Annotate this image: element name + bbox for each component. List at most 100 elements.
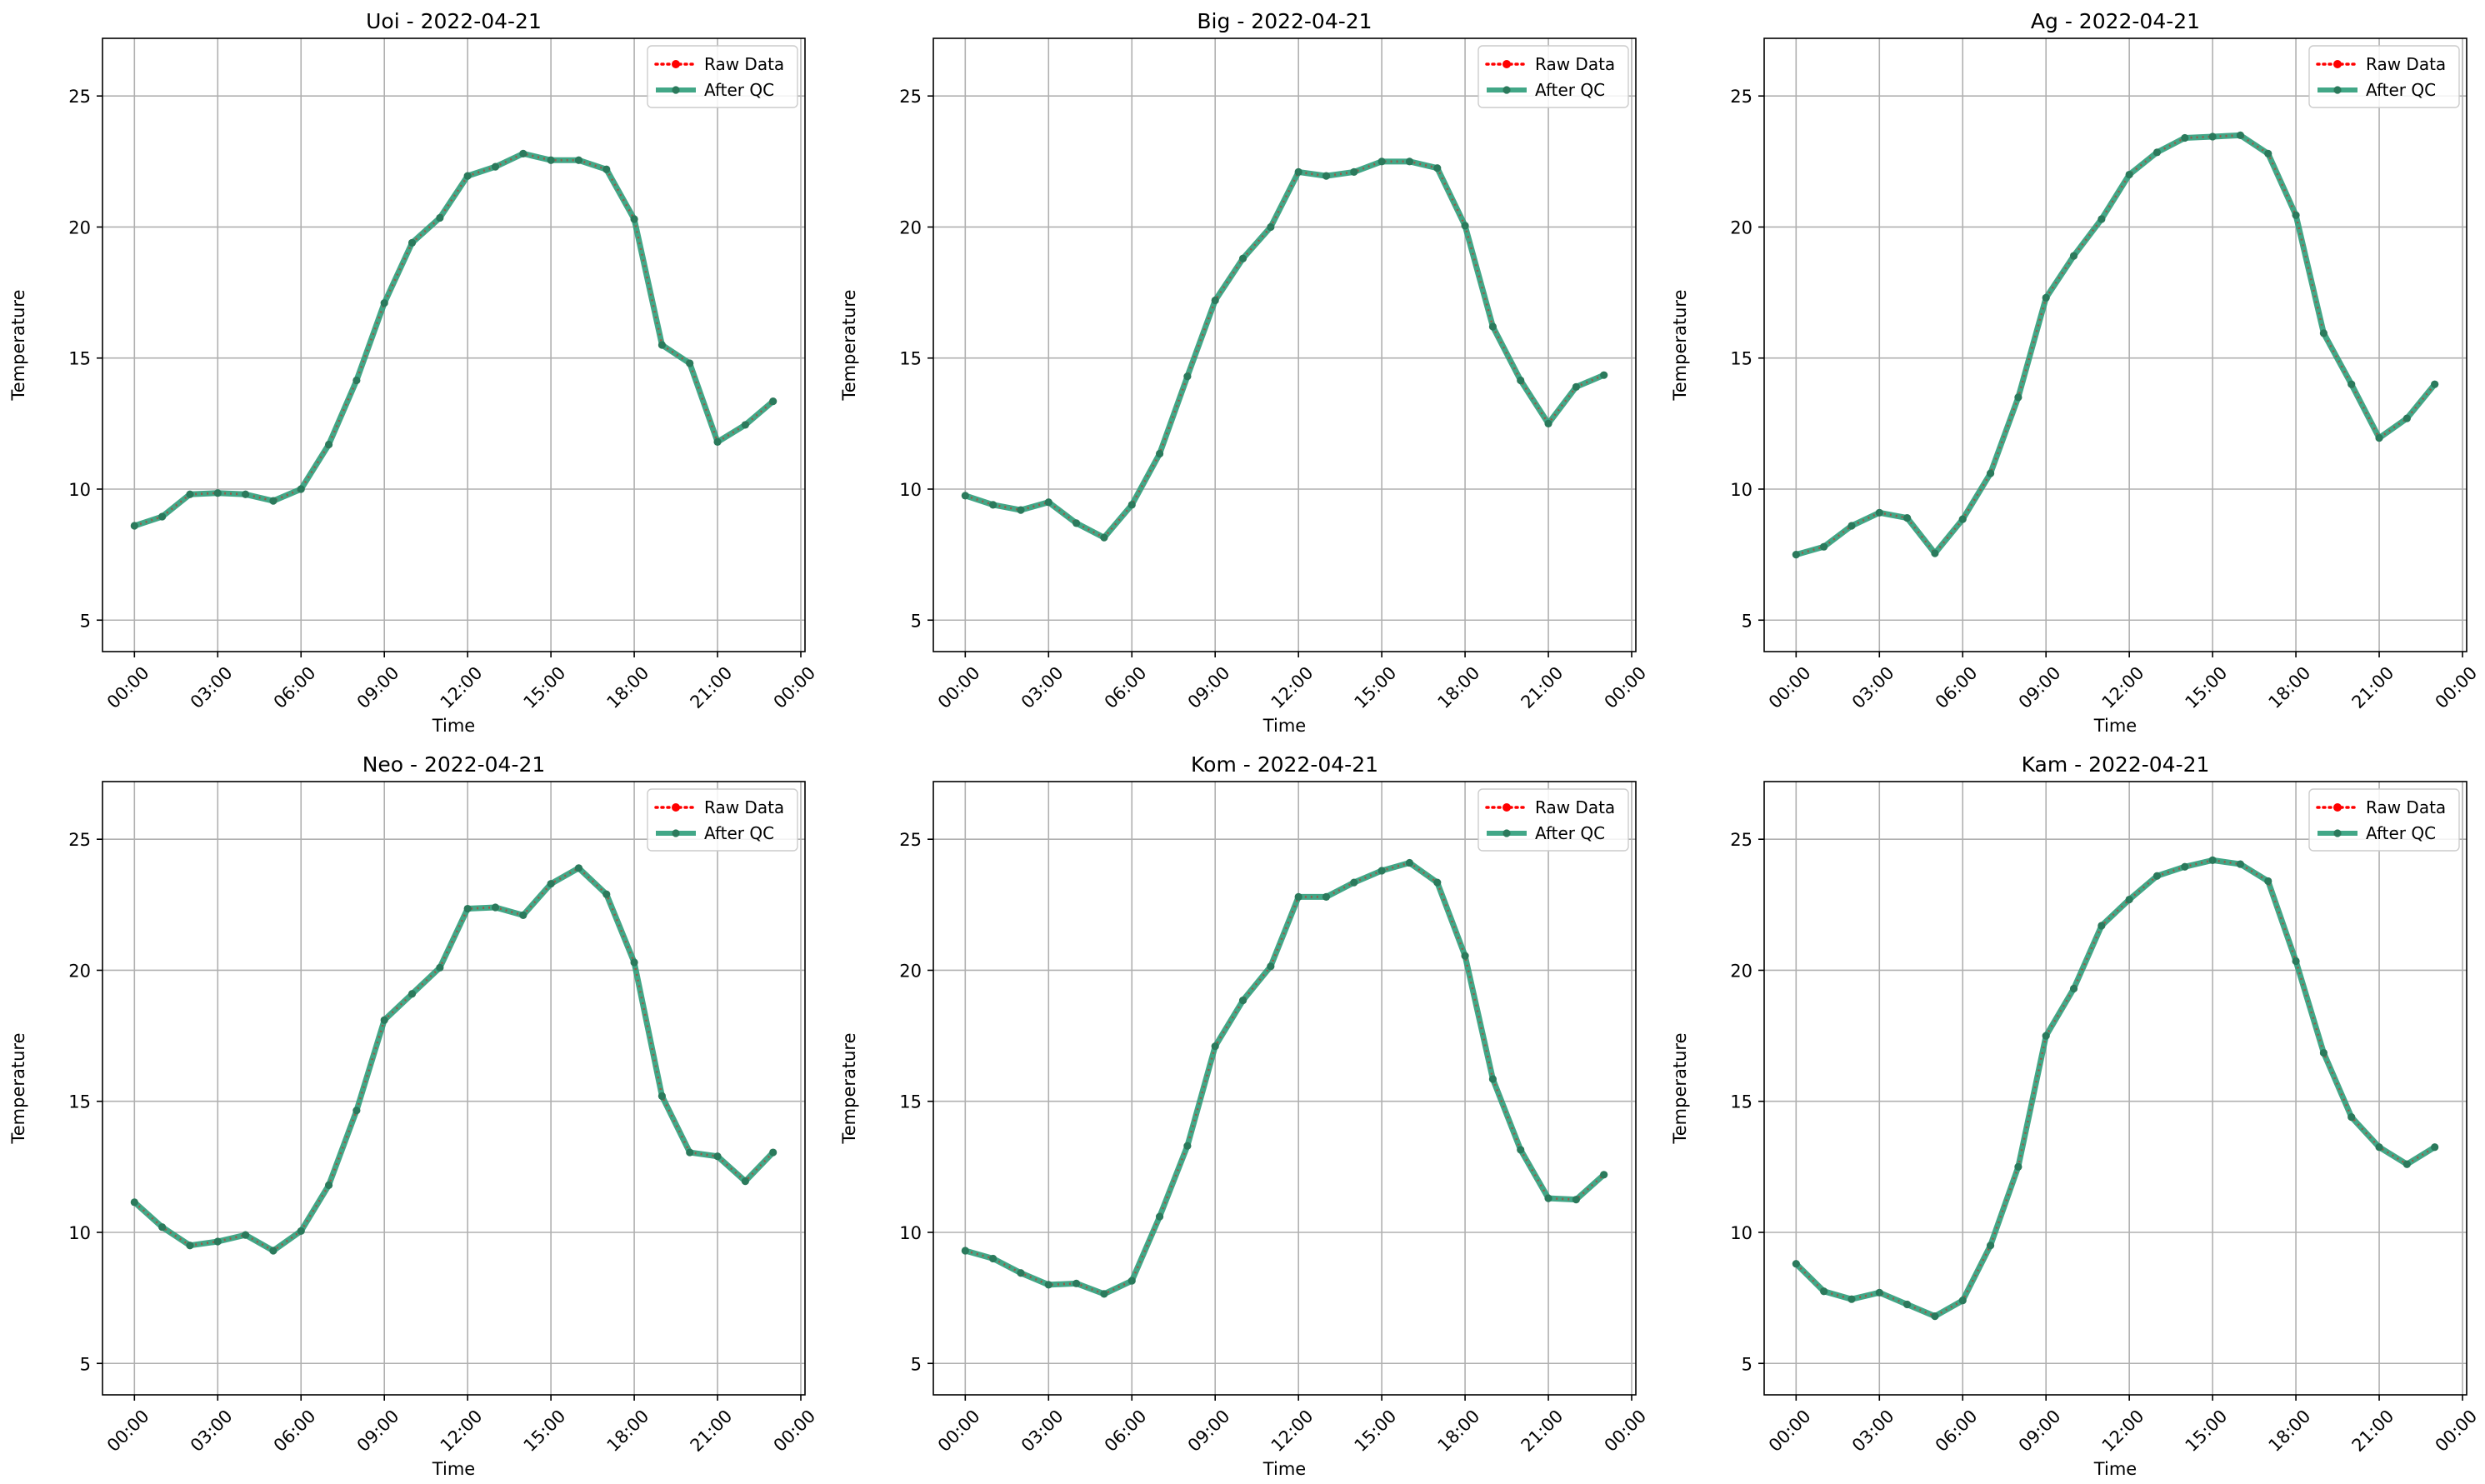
data-point — [519, 149, 528, 157]
chart-title: Kam - 2022-04-21 — [2022, 752, 2210, 777]
grid — [933, 782, 1636, 1395]
x-tick-label: 15:00 — [520, 1406, 570, 1456]
data-point — [1350, 167, 1358, 177]
y-axis-label: Temperature — [8, 289, 28, 401]
data-point — [2431, 380, 2439, 388]
x-tick-label: 21:00 — [2348, 1406, 2398, 1456]
x-tick-label: 06:00 — [1932, 1406, 1982, 1456]
data-point — [1017, 506, 1025, 514]
plot-area — [933, 38, 1636, 652]
legend-marker-raw-data — [1502, 60, 1511, 68]
legend: Raw Data After QC — [2308, 45, 2460, 108]
data-point — [1902, 1300, 1912, 1309]
data-point — [1572, 1196, 1580, 1204]
data-point — [1350, 878, 1358, 887]
legend-label-raw-data: Raw Data — [704, 797, 784, 817]
series-line-after-qc — [133, 150, 775, 529]
series-line-raw-data — [964, 862, 1605, 1296]
data-point — [1128, 1277, 1136, 1285]
series-line-after-qc — [964, 158, 1606, 541]
x-tick-label: 09:00 — [1184, 662, 1234, 712]
x-tick-label: 06:00 — [270, 662, 320, 712]
data-point — [2236, 131, 2245, 139]
y-tick-label: 25 — [68, 87, 91, 107]
x-tick-label: 06:00 — [1932, 662, 1982, 712]
data-point — [463, 172, 472, 180]
data-point — [2402, 414, 2411, 422]
data-point — [2264, 877, 2272, 886]
data-point — [658, 341, 667, 349]
legend-marker-after-qc — [1502, 86, 1511, 94]
data-point — [1461, 952, 1469, 960]
data-point — [1958, 1297, 1967, 1305]
legend-label-raw-data: Raw Data — [2366, 54, 2446, 74]
legend-label-raw-data: Raw Data — [704, 54, 784, 74]
x-tick-label: 12:00 — [1268, 1406, 1318, 1456]
data-point — [1544, 1194, 1552, 1202]
legend: Raw Data After QC — [2308, 788, 2460, 852]
y-axis-label: Temperature — [839, 1032, 859, 1144]
x-tick-label: 06:00 — [1101, 1406, 1151, 1456]
x-tick-label: 00:00 — [103, 662, 153, 712]
legend-label-after-qc: After QC — [704, 80, 774, 100]
plot-area — [1764, 782, 2467, 1395]
data-point — [989, 501, 998, 509]
legend-marker-after-qc — [672, 86, 680, 94]
legend-label-raw-data: Raw Data — [1535, 54, 1615, 74]
x-tick-label: 15:00 — [2182, 1406, 2232, 1456]
data-point — [1792, 1260, 1800, 1268]
data-point — [1433, 878, 1442, 887]
data-point — [658, 1092, 667, 1101]
data-point — [158, 512, 167, 521]
y-axis-label: Temperature — [1670, 1032, 1690, 1144]
data-point — [130, 522, 138, 530]
data-point — [1461, 222, 1469, 230]
y-tick-label: 10 — [1730, 480, 1752, 500]
axes-frame — [1763, 37, 2468, 652]
x-tick-label: 03:00 — [1018, 662, 1068, 712]
legend-marker-raw-data — [672, 803, 680, 812]
y-axis-label: Temperature — [1670, 289, 1690, 401]
axes-frame — [932, 781, 1637, 1396]
legend-marker-raw-data — [2333, 60, 2342, 68]
data-point — [1986, 1242, 1995, 1250]
legend-marker-raw-data — [2333, 803, 2342, 812]
x-tick-label: 12:00 — [437, 1406, 487, 1456]
data-point — [1875, 508, 1883, 517]
data-point — [2098, 215, 2106, 223]
data-point — [1600, 1171, 1608, 1179]
subplot-2: 5 10 15 20 25 00:00 03:00 06:00 09:00 12:00 15:00 1… — [839, 9, 1650, 736]
data-point — [1848, 522, 1856, 530]
data-point — [630, 958, 638, 967]
x-tick-label: 09:00 — [353, 1406, 403, 1456]
y-tick-label: 10 — [1730, 1223, 1752, 1243]
data-point — [2264, 149, 2272, 157]
data-point — [1820, 1287, 1828, 1296]
data-point — [2236, 860, 2245, 868]
x-tick-label: 12:00 — [437, 662, 487, 712]
data-point — [1931, 1312, 1939, 1321]
data-point — [1267, 222, 1275, 232]
legend-label-after-qc: After QC — [704, 823, 774, 843]
x-tick-label: 21:00 — [687, 1406, 737, 1456]
data-point — [2014, 1162, 2022, 1171]
data-point — [1902, 513, 1912, 522]
data-point — [2069, 252, 2078, 260]
series-line-raw-data — [133, 867, 774, 1252]
data-point — [158, 1223, 167, 1232]
x-axis-label: Time — [432, 1459, 475, 1479]
data-point — [686, 1148, 694, 1157]
y-tick-label: 10 — [68, 1223, 91, 1243]
data-point — [630, 215, 638, 223]
data-point — [436, 963, 444, 972]
data-point — [713, 1152, 722, 1161]
data-point — [491, 162, 500, 171]
legend-marker-after-qc — [672, 829, 680, 837]
data-point — [269, 1247, 278, 1255]
plot-area — [933, 782, 1636, 1395]
data-point — [491, 903, 500, 912]
y-tick-label: 15 — [68, 1092, 91, 1112]
chart-title: Uoi - 2022-04-21 — [366, 9, 542, 33]
legend-marker-after-qc — [2333, 86, 2342, 94]
axes-frame — [102, 781, 806, 1396]
